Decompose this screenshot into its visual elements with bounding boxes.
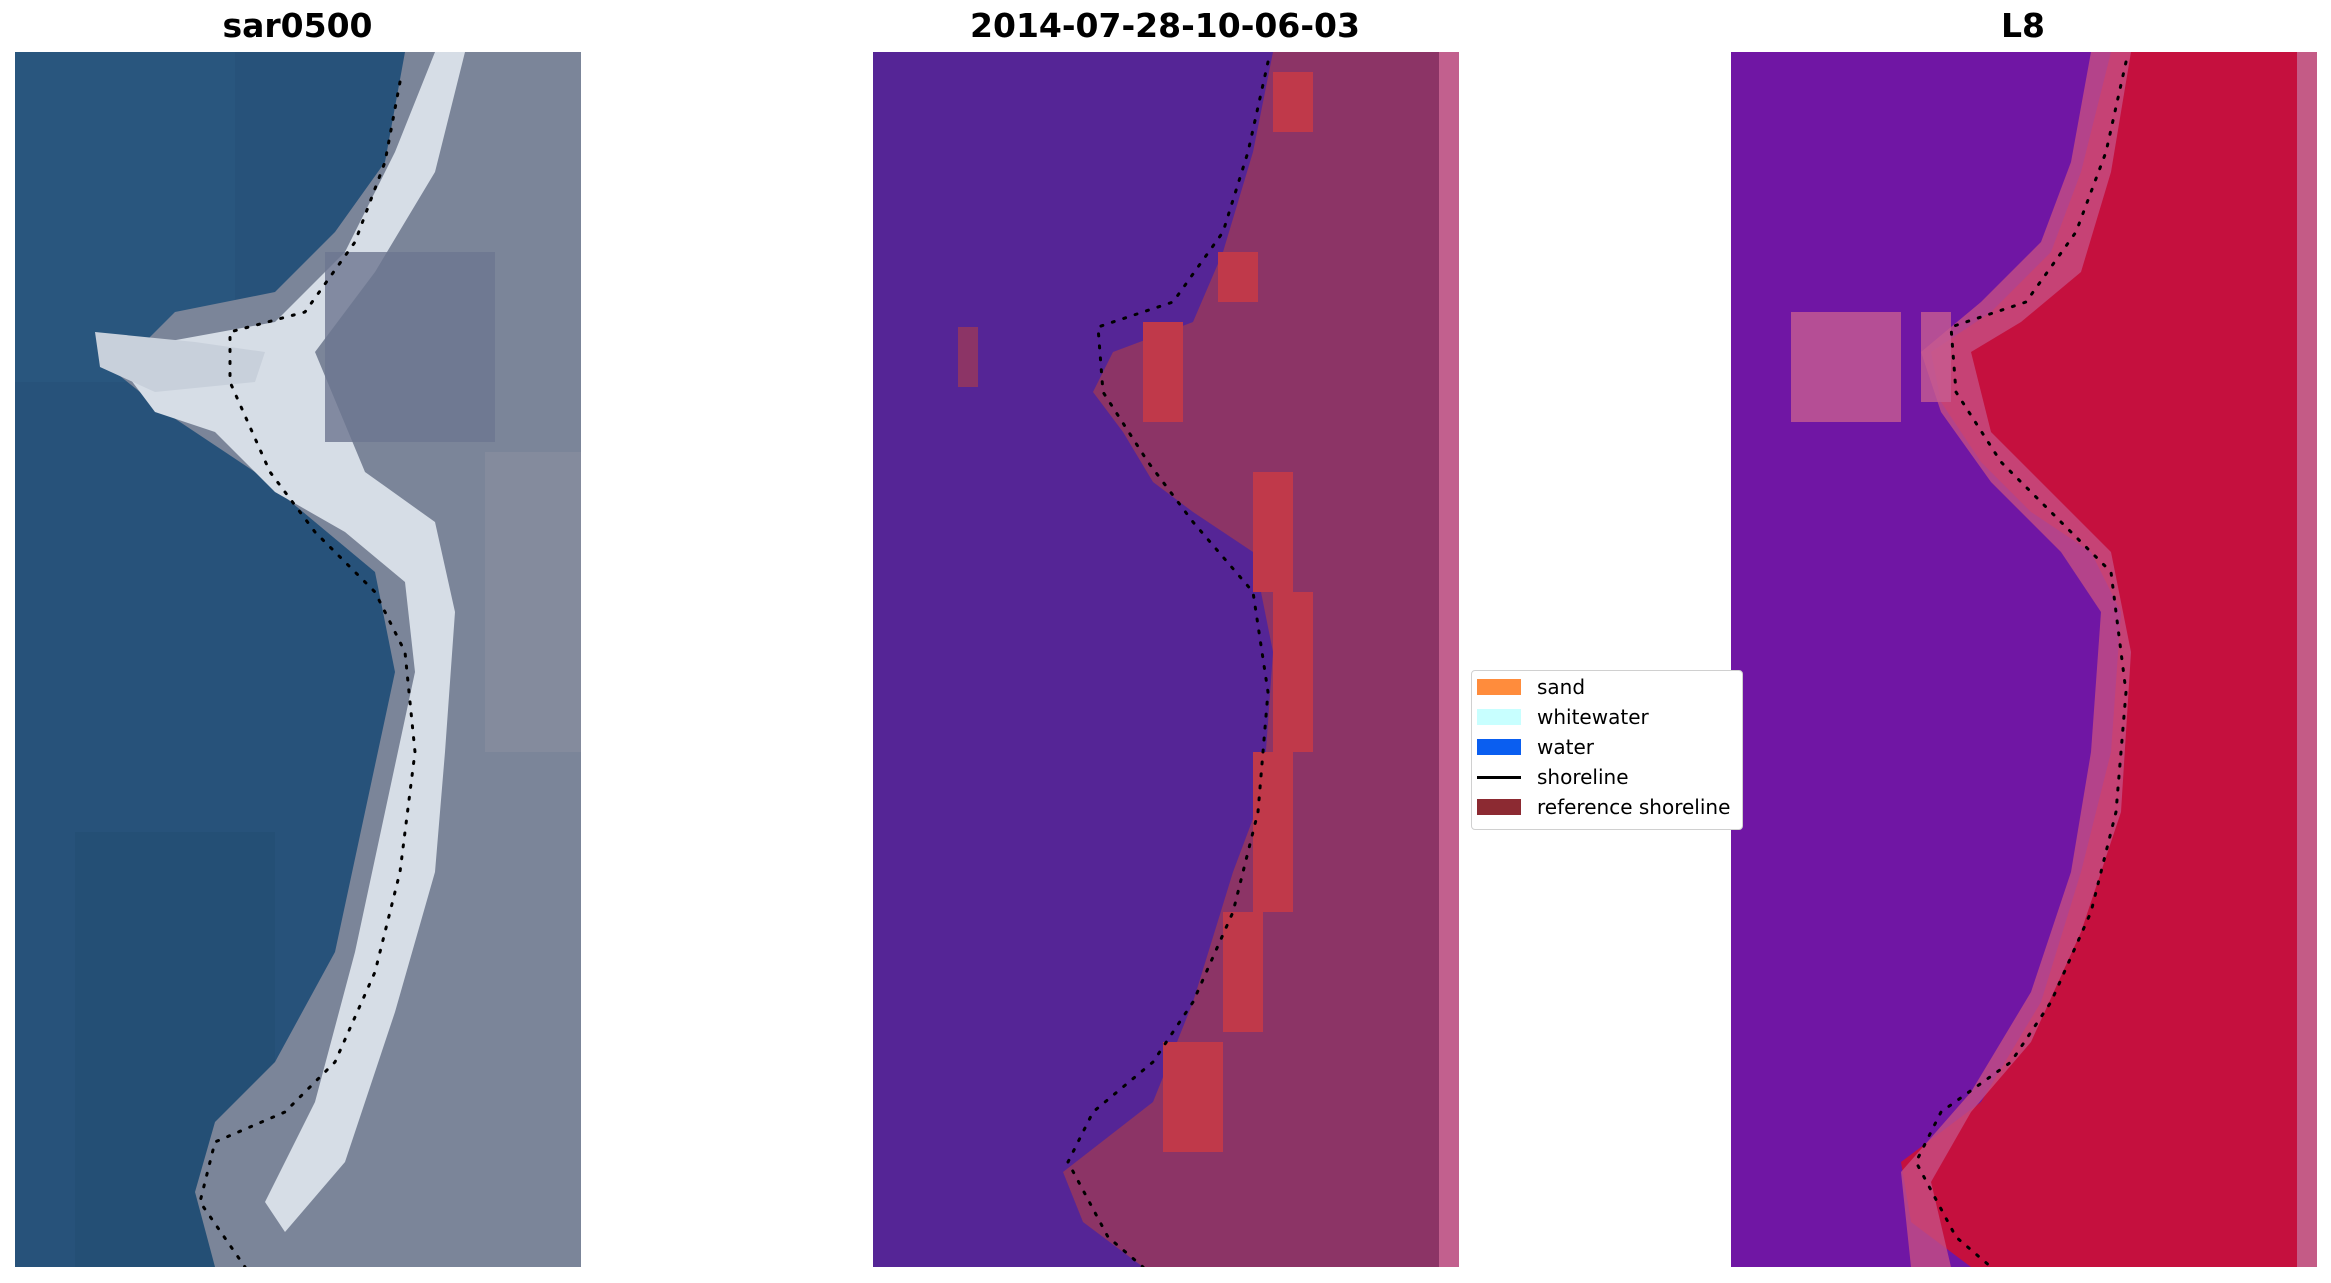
legend-item-water: water xyxy=(1472,733,1594,761)
legend: sand whitewater water shoreline referenc… xyxy=(1471,670,1743,830)
legend-label-water: water xyxy=(1537,735,1594,759)
legend-item-whitewater: whitewater xyxy=(1472,703,1649,731)
legend-swatch-whitewater xyxy=(1477,709,1521,725)
panel-title-rgb: sar0500 xyxy=(222,6,373,45)
legend-swatch-sand xyxy=(1477,679,1521,695)
rgb-image xyxy=(15,52,581,1267)
legend-line-shoreline xyxy=(1477,775,1521,779)
legend-label-shoreline: shoreline xyxy=(1537,765,1629,789)
panel-title-classified: 2014-07-28-10-06-03 xyxy=(970,6,1360,45)
legend-swatch-reference-shoreline xyxy=(1477,799,1521,815)
classified-image xyxy=(873,52,1459,1267)
legend-item-shoreline: shoreline xyxy=(1472,763,1629,791)
legend-item-reference-shoreline: reference shoreline xyxy=(1472,793,1730,821)
legend-swatch-water xyxy=(1477,739,1521,755)
index-image xyxy=(1731,52,2317,1267)
rgb-image-panel xyxy=(15,52,581,1267)
legend-item-sand: sand xyxy=(1472,673,1585,701)
classified-image-panel xyxy=(873,52,1459,1267)
legend-label-sand: sand xyxy=(1537,675,1586,699)
index-image-panel xyxy=(1731,52,2317,1267)
panel-title-index: L8 xyxy=(2001,6,2045,45)
legend-label-whitewater: whitewater xyxy=(1537,705,1649,729)
legend-label-reference-shoreline: reference shoreline xyxy=(1537,795,1731,819)
